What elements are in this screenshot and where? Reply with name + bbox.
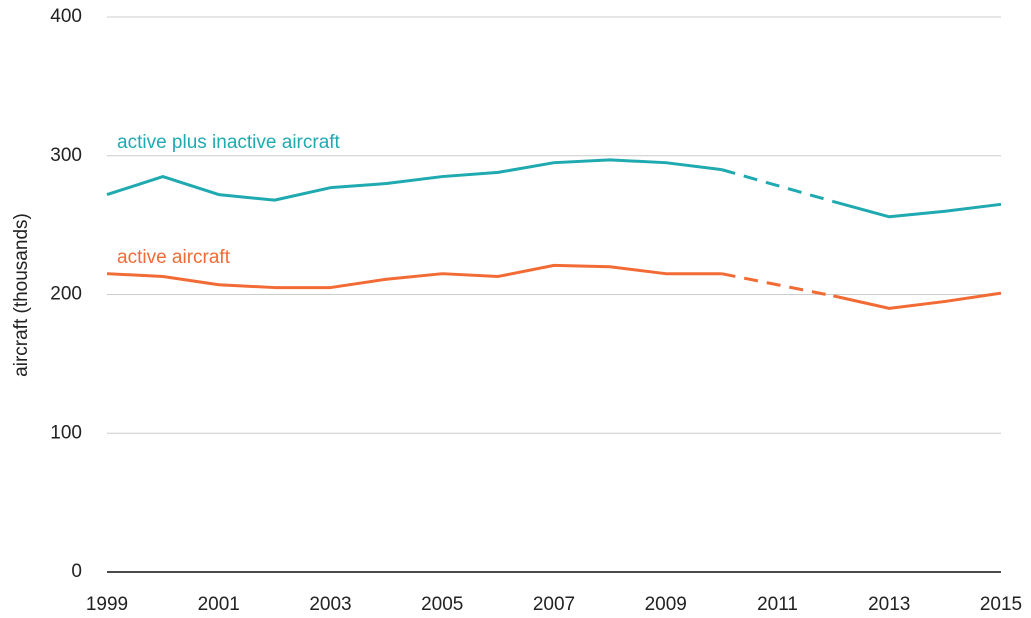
y-axis-label: aircraft (thousands) bbox=[11, 213, 32, 377]
line-series bbox=[106, 158, 722, 202]
x-tick-label: 2011 bbox=[757, 594, 798, 615]
y-tick-label: 400 bbox=[50, 6, 82, 27]
series-label: active aircraft bbox=[117, 247, 231, 268]
series-label: active plus inactive aircraft bbox=[117, 132, 341, 153]
gap-bridge bbox=[721, 168, 834, 203]
gap-bridge bbox=[721, 272, 834, 298]
x-tick-label: 1999 bbox=[86, 594, 128, 615]
x-tick-label: 2009 bbox=[645, 594, 687, 615]
x-tick-label: 2015 bbox=[980, 594, 1022, 615]
x-tick-label: 2003 bbox=[309, 594, 351, 615]
x-tick-label: 2005 bbox=[421, 594, 463, 615]
x-tick-label: 2007 bbox=[533, 594, 575, 615]
line-series bbox=[832, 200, 1002, 219]
y-tick-label: 100 bbox=[50, 422, 82, 443]
y-tick-label: 0 bbox=[71, 561, 82, 582]
line-series bbox=[106, 263, 722, 290]
y-tick-label: 300 bbox=[50, 145, 82, 166]
x-tick-label: 2001 bbox=[198, 594, 240, 615]
x-tick-label: 2013 bbox=[868, 594, 910, 615]
line-series bbox=[833, 291, 1002, 310]
y-tick-label: 200 bbox=[50, 284, 82, 305]
